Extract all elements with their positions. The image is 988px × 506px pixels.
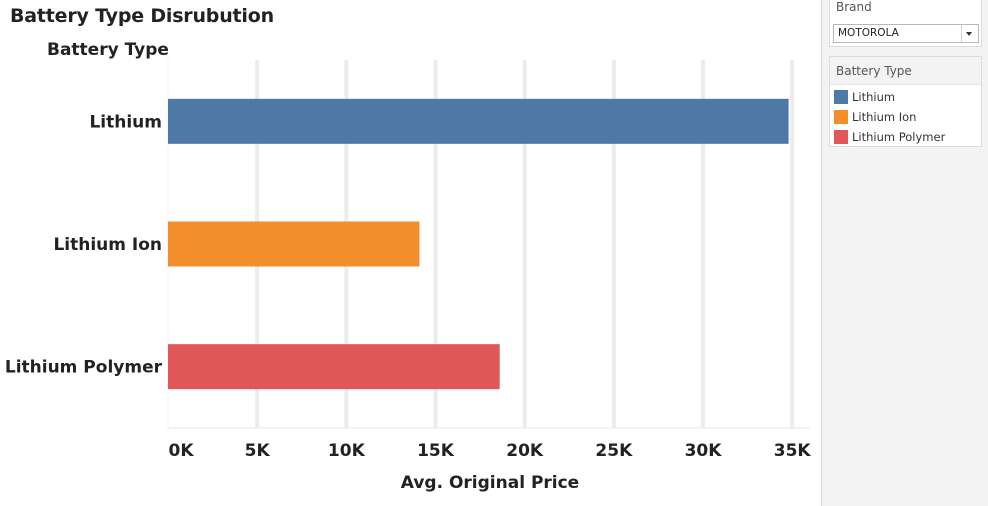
x-tick-label: 0K	[168, 441, 194, 461]
chart-title: Battery Type Disrubution	[10, 5, 274, 27]
dropdown-button[interactable]	[961, 25, 978, 42]
y-axis-title: Battery Type	[47, 40, 169, 60]
x-tick-label: 35K	[774, 441, 812, 461]
brand-dropdown-value: MOTOROLA	[838, 27, 899, 39]
chevron-down-icon	[966, 32, 972, 36]
legend-label: Lithium Polymer	[852, 130, 946, 144]
x-tick-label: 30K	[685, 441, 723, 461]
bar-chart: Battery Type Lithium Lithium Ion Lithium P…	[5, 40, 812, 493]
brand-filter: Brand MOTOROLA	[829, 0, 982, 47]
legend-item-lithium[interactable]: Lithium	[834, 89, 979, 105]
x-axis-title: Avg. Original Price	[401, 473, 579, 493]
x-tick-labels: 0K 5K 10K 15K 20K 25K 30K 35K	[168, 441, 811, 461]
legend-swatch	[834, 90, 848, 104]
legend-swatch	[834, 110, 848, 124]
category-label: Lithium Ion	[53, 235, 162, 255]
bars	[168, 98, 789, 390]
battery-type-legend: Battery Type Lithium Lithium Ion Lithium…	[829, 56, 982, 147]
x-tick-label: 5K	[245, 441, 271, 461]
brand-dropdown[interactable]: MOTOROLA	[833, 24, 979, 43]
category-label: Lithium Polymer	[5, 358, 163, 378]
legend-swatch	[834, 130, 848, 144]
category-labels: Lithium Lithium Ion Lithium Polymer	[5, 112, 163, 377]
side-panel: Brand MOTOROLA Battery Type Lithium Lith…	[821, 0, 988, 506]
x-tick-label: 25K	[595, 441, 633, 461]
brand-filter-title: Brand	[836, 0, 872, 14]
bar[interactable]	[168, 221, 420, 267]
legend-label: Lithium	[852, 90, 896, 104]
legend-item-lithium-ion[interactable]: Lithium Ion	[834, 109, 979, 125]
legend-item-lithium-polymer[interactable]: Lithium Polymer	[834, 129, 979, 145]
legend-title: Battery Type	[836, 64, 912, 78]
x-tick-label: 10K	[328, 441, 366, 461]
bar[interactable]	[168, 344, 500, 390]
x-tick-label: 15K	[417, 441, 455, 461]
category-label: Lithium	[89, 112, 162, 132]
bar[interactable]	[168, 98, 789, 144]
x-tick-label: 20K	[506, 441, 544, 461]
legend-label: Lithium Ion	[852, 110, 917, 124]
legend-header: Battery Type	[830, 57, 981, 85]
